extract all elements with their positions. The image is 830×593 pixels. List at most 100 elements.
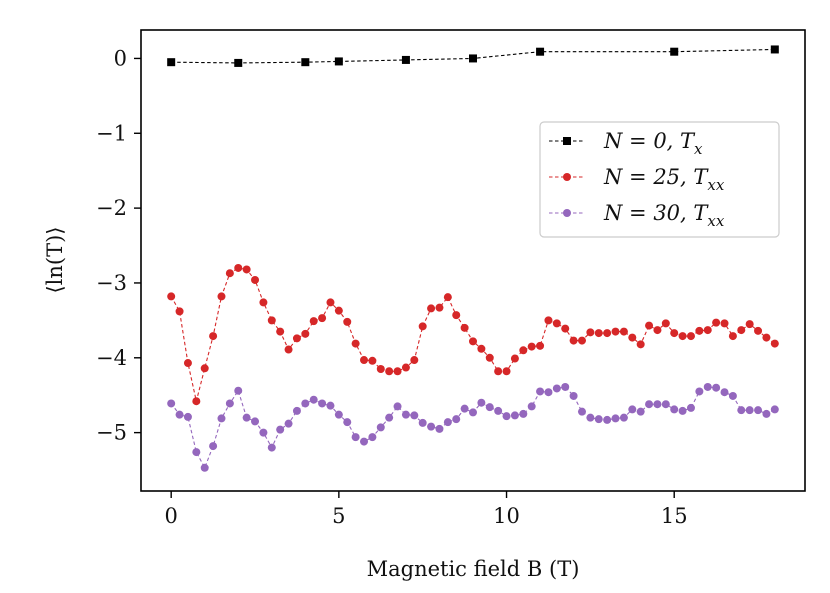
data-point: [594, 329, 603, 338]
data-point: [469, 408, 477, 417]
data-point: [536, 47, 545, 56]
legend-marker: [563, 137, 571, 145]
legend: N = 0, Tx N = 25, Txx N = 30, Txx: [539, 121, 780, 238]
data-point: [200, 463, 209, 472]
data-point: [183, 359, 192, 368]
series-line: [170, 386, 776, 470]
data-point: [469, 337, 477, 346]
y-tick-label: −2: [96, 196, 127, 220]
data-point: [343, 418, 352, 427]
data-point: [728, 391, 737, 400]
data-point: [276, 327, 285, 336]
legend-marker: [563, 209, 571, 217]
data-point: [703, 326, 712, 335]
data-point: [577, 336, 586, 345]
data-point: [510, 354, 519, 363]
data-point: [561, 382, 570, 391]
data-point: [645, 321, 654, 330]
data-point: [334, 57, 343, 66]
data-point: [536, 387, 545, 396]
data-point: [234, 263, 243, 272]
data-point: [552, 384, 561, 393]
data-point: [209, 442, 218, 451]
data-point: [569, 391, 578, 400]
data-point: [167, 292, 176, 301]
x-tick-label: 5: [332, 504, 345, 528]
series-layer: [167, 45, 779, 472]
data-point: [309, 317, 318, 326]
data-point: [318, 399, 327, 408]
data-point: [527, 342, 536, 351]
data-point: [167, 58, 176, 67]
data-point: [519, 409, 528, 418]
y-tick-label: −5: [96, 421, 127, 445]
data-point: [720, 319, 729, 328]
series-1: [167, 263, 779, 406]
data-point: [762, 333, 771, 342]
data-point: [544, 388, 553, 397]
data-point: [552, 319, 561, 328]
data-point: [401, 55, 410, 64]
legend-item: N = 25, Txx: [549, 165, 725, 194]
data-point: [393, 367, 402, 376]
data-point: [661, 400, 670, 409]
data-point: [251, 275, 260, 284]
data-point: [242, 413, 251, 422]
y-tick-label: −4: [96, 346, 127, 370]
data-point: [477, 344, 486, 353]
data-point: [292, 334, 301, 343]
data-point: [217, 292, 226, 301]
data-point: [577, 407, 586, 416]
data-point: [485, 403, 494, 412]
data-point: [619, 327, 628, 336]
data-point: [292, 406, 301, 415]
data-point: [703, 382, 712, 391]
legend-item: N = 0, Tx: [549, 129, 703, 158]
data-point: [452, 311, 461, 320]
data-point: [192, 448, 201, 457]
data-point: [628, 333, 637, 342]
data-point: [695, 387, 704, 396]
data-point: [267, 443, 276, 452]
data-point: [728, 332, 737, 341]
x-tick-label: 0: [164, 504, 177, 528]
data-point: [284, 419, 293, 428]
data-point: [427, 304, 436, 313]
data-point: [494, 367, 503, 376]
data-point: [661, 319, 670, 328]
data-point: [267, 316, 276, 325]
data-point: [376, 423, 385, 432]
data-point: [385, 413, 394, 422]
data-point: [318, 314, 327, 323]
data-point: [536, 341, 545, 350]
data-point: [443, 293, 452, 302]
data-point: [200, 364, 209, 373]
data-point: [603, 329, 612, 338]
data-point: [561, 324, 570, 333]
data-point: [251, 417, 260, 426]
data-point: [225, 399, 234, 408]
data-point: [603, 415, 612, 424]
data-point: [334, 306, 343, 315]
y-tick-label: −3: [96, 271, 127, 295]
data-point: [653, 326, 662, 335]
data-point: [225, 269, 234, 278]
data-point: [343, 317, 352, 326]
data-point: [712, 318, 721, 327]
data-point: [234, 386, 243, 395]
data-point: [368, 356, 377, 365]
data-point: [460, 323, 469, 332]
data-point: [301, 58, 310, 67]
data-point: [192, 397, 201, 406]
data-point: [276, 425, 285, 434]
data-point: [594, 415, 603, 424]
data-point: [737, 406, 746, 415]
data-point: [686, 332, 695, 341]
data-point: [653, 400, 662, 409]
data-point: [502, 367, 511, 376]
data-point: [410, 356, 419, 365]
data-point: [401, 363, 410, 372]
data-point: [754, 326, 763, 335]
data-point: [334, 410, 343, 419]
data-point: [619, 413, 628, 422]
